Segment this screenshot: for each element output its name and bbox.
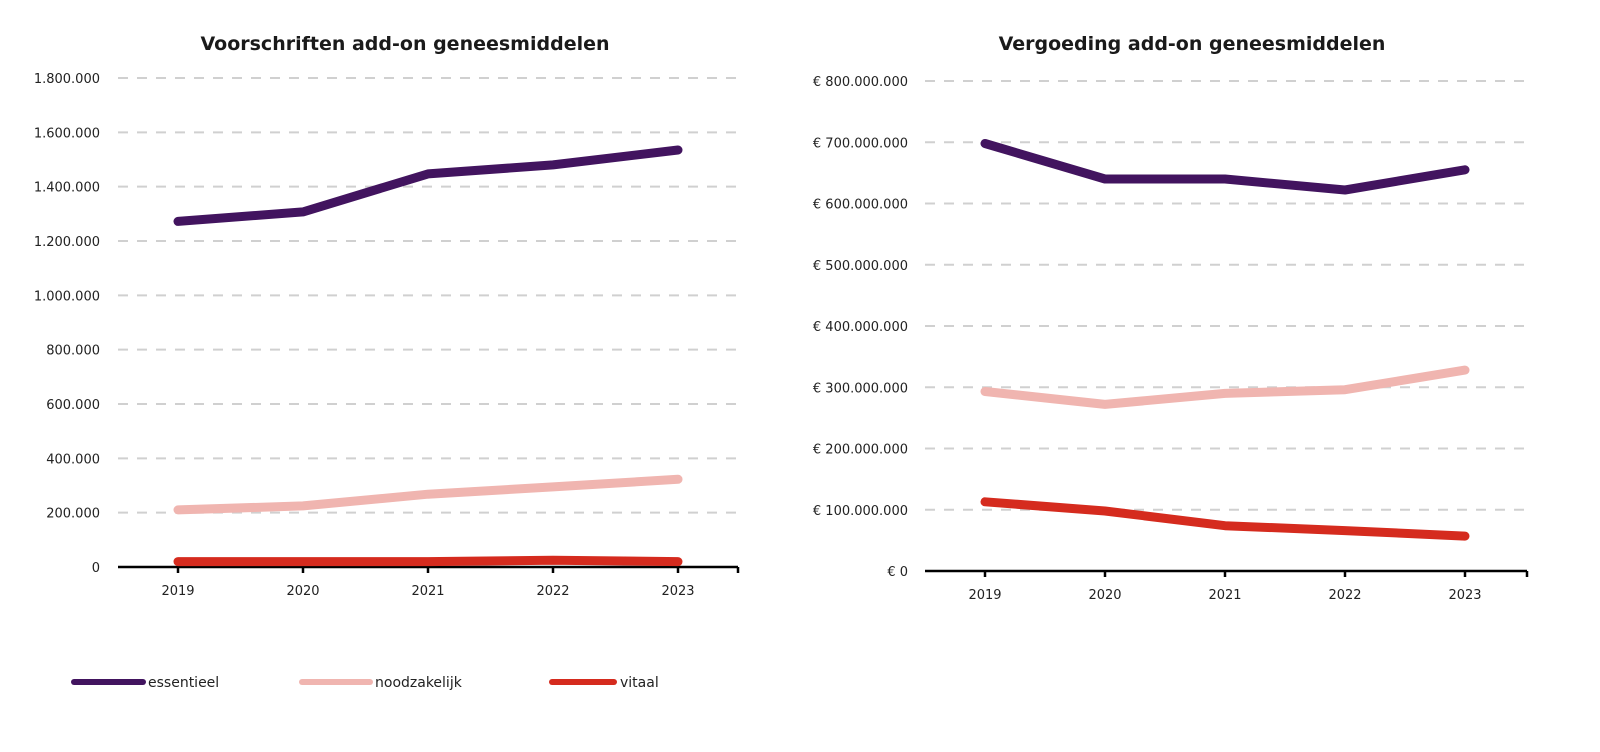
y-tick-label: 600.000	[46, 398, 100, 413]
y-tick-label: € 800.000.000	[813, 75, 908, 90]
chart-voorschriften: Voorschriften add-on geneesmiddelen 0 200…	[34, 33, 740, 599]
series-line-essentieel[interactable]	[980, 139, 1470, 195]
legend-label: essentieel	[148, 675, 219, 691]
x-tick-label: 2022	[536, 584, 569, 599]
x-axis: 2019 2020 2021 2022 2023	[925, 569, 1529, 603]
x-tick-label: 2019	[968, 588, 1001, 603]
series-line-noodzakelijk[interactable]	[980, 365, 1470, 409]
y-tick-label: 0	[92, 561, 100, 576]
x-tick-label: 2021	[1208, 588, 1241, 603]
y-tick-label: 1.400.000	[34, 181, 100, 196]
series-group	[980, 139, 1470, 541]
legend-label: noodzakelijk	[375, 675, 463, 691]
series-group	[173, 145, 683, 567]
legend-item-noodzakelijk[interactable]: noodzakelijk	[299, 675, 463, 691]
x-tick-label: 2022	[1328, 588, 1361, 603]
y-tick-label: 800.000	[46, 344, 100, 359]
y-tick-label: € 0	[887, 565, 908, 580]
series-line-vitaal[interactable]	[173, 555, 683, 567]
y-tick-label: € 100.000.000	[813, 504, 908, 519]
y-tick-label: 1.000.000	[34, 289, 100, 304]
y-tick-label: € 200.000.000	[813, 443, 908, 458]
gridlines	[118, 77, 738, 514]
legend-label: vitaal	[620, 675, 659, 691]
x-tick-label: 2023	[661, 584, 694, 599]
y-tick-label: € 400.000.000	[813, 320, 908, 335]
y-tick-label: 1.600.000	[34, 126, 100, 141]
x-tick-label: 2020	[1088, 588, 1121, 603]
x-tick-label: 2021	[411, 584, 444, 599]
y-tick-label: 400.000	[46, 452, 100, 467]
x-tick-label: 2023	[1448, 588, 1481, 603]
y-tick-label: 1.800.000	[34, 72, 100, 87]
x-axis: 2019 2020 2021 2022 2023	[118, 565, 740, 599]
gridlines	[925, 80, 1527, 511]
series-line-vitaal[interactable]	[980, 497, 1470, 541]
y-tick-label: 200.000	[46, 507, 100, 522]
chart-vergoeding: Vergoeding add-on geneesmiddelen € 0 € 10…	[813, 33, 1529, 603]
y-tick-label: € 500.000.000	[813, 259, 908, 274]
y-tick-label: € 700.000.000	[813, 136, 908, 151]
y-axis: € 0 € 100.000.000 € 200.000.000 € 300.000.0…	[813, 75, 908, 580]
x-tick-label: 2020	[286, 584, 319, 599]
y-tick-label: € 300.000.000	[813, 381, 908, 396]
legend-item-vitaal[interactable]: vitaal	[549, 675, 659, 691]
y-tick-label: 1.200.000	[34, 235, 100, 250]
x-tick-label: 2019	[161, 584, 194, 599]
y-tick-label: € 600.000.000	[813, 198, 908, 213]
y-axis: 0 200.000 400.000 600.000 800.000 1.000.000 1.…	[34, 72, 100, 576]
series-line-noodzakelijk[interactable]	[173, 474, 683, 515]
legend-item-essentieel[interactable]: essentieel	[71, 675, 219, 691]
legend: essentieel noodzakelijk vitaal	[71, 675, 659, 691]
chart-title: Vergoeding add-on geneesmiddelen	[999, 33, 1386, 55]
chart-title: Voorschriften add-on geneesmiddelen	[200, 33, 609, 55]
